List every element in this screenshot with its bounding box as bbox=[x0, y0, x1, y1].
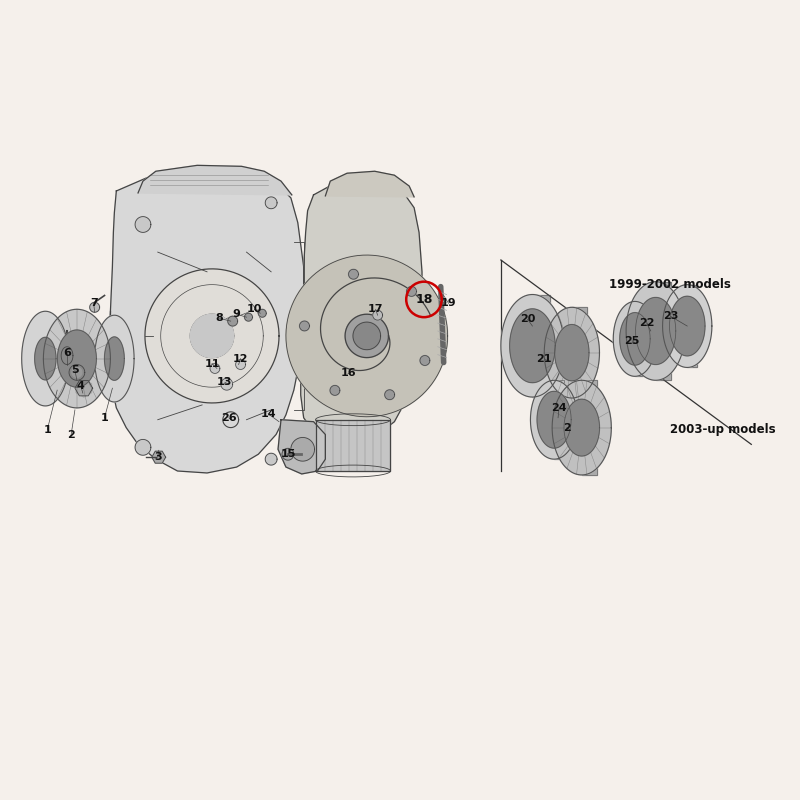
Polygon shape bbox=[537, 391, 571, 448]
Polygon shape bbox=[76, 388, 84, 397]
Polygon shape bbox=[34, 338, 56, 380]
Text: 2: 2 bbox=[563, 422, 571, 433]
Text: 11: 11 bbox=[204, 358, 220, 369]
Polygon shape bbox=[90, 302, 99, 312]
Polygon shape bbox=[138, 166, 292, 195]
Polygon shape bbox=[501, 294, 564, 397]
Polygon shape bbox=[22, 311, 69, 406]
Text: 12: 12 bbox=[233, 354, 248, 363]
Text: 6: 6 bbox=[63, 348, 71, 358]
Text: 15: 15 bbox=[280, 450, 295, 459]
Polygon shape bbox=[635, 298, 676, 365]
Text: 1: 1 bbox=[43, 425, 51, 434]
Polygon shape bbox=[552, 380, 611, 475]
Polygon shape bbox=[299, 321, 310, 331]
Text: 2: 2 bbox=[67, 430, 75, 441]
Polygon shape bbox=[210, 363, 220, 374]
Text: 8: 8 bbox=[215, 313, 222, 323]
Polygon shape bbox=[266, 197, 277, 209]
Polygon shape bbox=[385, 390, 394, 400]
Polygon shape bbox=[533, 294, 550, 397]
Text: 14: 14 bbox=[260, 409, 276, 419]
Polygon shape bbox=[373, 310, 382, 320]
Text: 22: 22 bbox=[639, 318, 654, 328]
Polygon shape bbox=[554, 325, 589, 381]
Polygon shape bbox=[554, 380, 564, 459]
Polygon shape bbox=[572, 307, 586, 398]
Text: 10: 10 bbox=[246, 304, 262, 314]
Polygon shape bbox=[687, 285, 697, 367]
Polygon shape bbox=[245, 314, 253, 321]
Polygon shape bbox=[315, 420, 390, 471]
Polygon shape bbox=[266, 454, 277, 465]
Text: 1999-2002 models: 1999-2002 models bbox=[610, 278, 731, 291]
Polygon shape bbox=[94, 315, 134, 402]
Text: 4: 4 bbox=[77, 381, 85, 391]
Polygon shape bbox=[72, 367, 82, 378]
Polygon shape bbox=[152, 451, 166, 463]
Polygon shape bbox=[330, 386, 340, 395]
Polygon shape bbox=[76, 379, 84, 388]
Polygon shape bbox=[221, 378, 233, 390]
Polygon shape bbox=[349, 270, 358, 279]
Polygon shape bbox=[58, 330, 96, 387]
Polygon shape bbox=[510, 309, 555, 382]
Polygon shape bbox=[420, 355, 430, 366]
Polygon shape bbox=[84, 384, 91, 393]
Text: 3: 3 bbox=[154, 452, 162, 462]
Polygon shape bbox=[662, 285, 712, 367]
Text: 18: 18 bbox=[415, 293, 433, 306]
Polygon shape bbox=[135, 217, 151, 232]
Text: 9: 9 bbox=[233, 310, 241, 319]
Text: 20: 20 bbox=[520, 314, 535, 324]
Polygon shape bbox=[135, 439, 151, 455]
Polygon shape bbox=[670, 296, 705, 356]
Polygon shape bbox=[105, 337, 124, 380]
Polygon shape bbox=[544, 307, 599, 398]
Text: 21: 21 bbox=[537, 354, 552, 363]
Polygon shape bbox=[626, 282, 686, 380]
Text: 24: 24 bbox=[551, 403, 567, 413]
Polygon shape bbox=[84, 388, 91, 397]
Text: 25: 25 bbox=[624, 336, 640, 346]
Polygon shape bbox=[43, 310, 110, 408]
Polygon shape bbox=[301, 178, 422, 444]
Polygon shape bbox=[656, 282, 671, 380]
Polygon shape bbox=[61, 346, 73, 365]
Polygon shape bbox=[614, 302, 657, 376]
Polygon shape bbox=[278, 420, 326, 474]
Polygon shape bbox=[291, 438, 314, 461]
Polygon shape bbox=[258, 310, 266, 317]
Text: 19: 19 bbox=[441, 298, 457, 308]
Text: 5: 5 bbox=[71, 366, 78, 375]
Polygon shape bbox=[84, 379, 91, 388]
Polygon shape bbox=[345, 314, 389, 358]
Polygon shape bbox=[76, 384, 84, 393]
Text: 16: 16 bbox=[340, 368, 356, 378]
Polygon shape bbox=[228, 316, 238, 326]
Polygon shape bbox=[564, 399, 599, 456]
Polygon shape bbox=[190, 314, 234, 358]
Polygon shape bbox=[109, 171, 306, 473]
Polygon shape bbox=[145, 269, 279, 403]
Polygon shape bbox=[282, 448, 294, 460]
Text: 7: 7 bbox=[90, 298, 98, 308]
Polygon shape bbox=[620, 313, 650, 365]
Text: 23: 23 bbox=[662, 311, 678, 321]
Polygon shape bbox=[286, 255, 448, 417]
Text: 17: 17 bbox=[368, 304, 383, 314]
Polygon shape bbox=[530, 380, 578, 459]
Text: 1: 1 bbox=[101, 413, 108, 422]
Polygon shape bbox=[635, 302, 643, 376]
Polygon shape bbox=[69, 365, 85, 380]
Polygon shape bbox=[236, 359, 246, 370]
Text: 26: 26 bbox=[221, 413, 237, 422]
Polygon shape bbox=[326, 171, 414, 197]
Text: 2003-up models: 2003-up models bbox=[670, 423, 776, 436]
Text: 13: 13 bbox=[217, 378, 233, 387]
Polygon shape bbox=[406, 286, 417, 296]
Polygon shape bbox=[582, 380, 598, 475]
Polygon shape bbox=[353, 322, 381, 350]
